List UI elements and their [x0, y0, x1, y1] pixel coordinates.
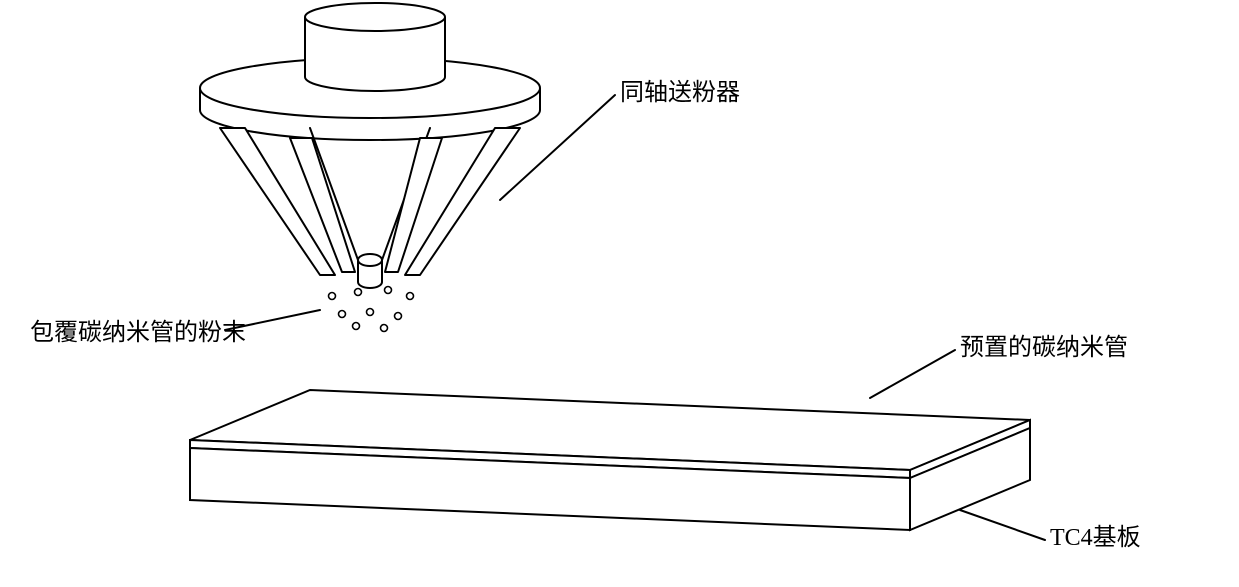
label-substrate: TC4基板	[1050, 524, 1141, 551]
label-feeder: 同轴送粉器	[620, 79, 740, 106]
label-powder: 包覆碳纳米管的粉末	[30, 319, 246, 346]
powder-particles	[329, 287, 414, 332]
label-preset-cnt: 预置的碳纳米管	[960, 334, 1128, 361]
substrate-plate	[190, 390, 1030, 530]
